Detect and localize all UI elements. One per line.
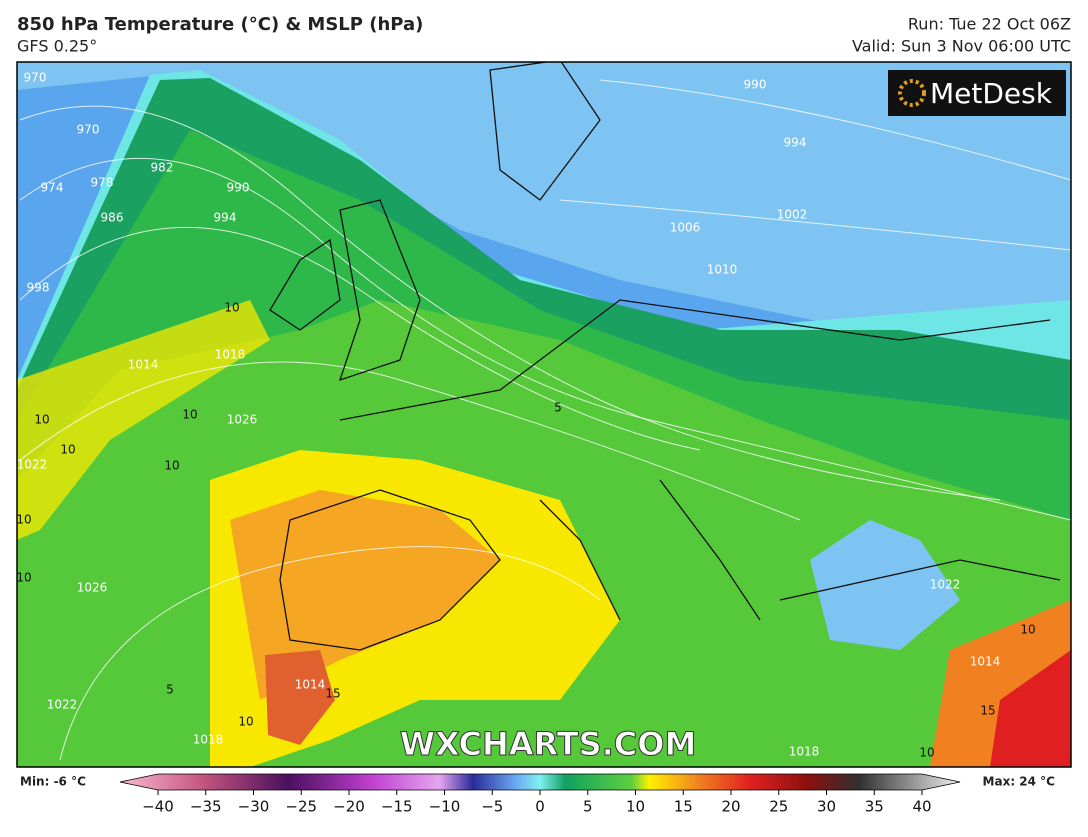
map-frame xyxy=(16,61,1072,768)
valid-time: Valid: Sun 3 Nov 06:00 UTC xyxy=(852,37,1071,56)
isobar-label: 1014 xyxy=(970,655,1001,669)
temperature-label: 10 xyxy=(919,746,934,760)
isobar-label: 1002 xyxy=(777,208,808,222)
isobar-label: 974 xyxy=(41,181,64,195)
min-label: Min: -6 °C xyxy=(20,775,86,789)
temperature-label: 5 xyxy=(554,401,562,415)
isobar-label: 986 xyxy=(101,211,124,225)
temperature-label: 10 xyxy=(60,443,75,457)
isobar-label: 990 xyxy=(744,78,767,92)
colorbar-tick-label: 0 xyxy=(535,798,545,816)
logo-icon xyxy=(898,79,926,107)
title: 850 hPa Temperature (°C) & MSLP (hPa) xyxy=(17,14,423,35)
isobar-label: 1022 xyxy=(17,458,48,472)
isobar-label: 1022 xyxy=(47,698,78,712)
run-time: Run: Tue 22 Oct 06Z xyxy=(908,15,1071,34)
colorbar-tick-label: 10 xyxy=(626,798,645,816)
map xyxy=(17,62,1071,767)
temperature-label: 10 xyxy=(182,408,197,422)
colorbar-tick-label: 20 xyxy=(721,798,740,816)
isobar-label: 978 xyxy=(91,176,114,190)
colorbar-tick-label: 30 xyxy=(817,798,836,816)
colorbar xyxy=(119,773,961,791)
isobar-label: 1014 xyxy=(128,358,159,372)
colorbar-tick-label: −25 xyxy=(285,798,317,816)
isobar-label: 998 xyxy=(27,281,50,295)
watermark: WXCHARTS.COM xyxy=(400,725,697,763)
colorbar-tick-label: 5 xyxy=(583,798,593,816)
isobar-label: 1018 xyxy=(193,733,224,747)
isobar-label: 1018 xyxy=(215,348,246,362)
colorbar-tick-label: −5 xyxy=(481,798,503,816)
colorbar-tick-label: −30 xyxy=(238,798,270,816)
isobar-label: 970 xyxy=(77,123,100,137)
temperature-label: 10 xyxy=(16,571,31,585)
colorbar-tick-label: 15 xyxy=(674,798,693,816)
temperature-label: 10 xyxy=(34,413,49,427)
isobar-label: 1014 xyxy=(295,678,326,692)
temperature-label: 10 xyxy=(16,513,31,527)
isobar-label: 1006 xyxy=(670,221,701,235)
colorbar-tick-label: −35 xyxy=(190,798,222,816)
isobar-label: 970 xyxy=(24,71,47,85)
temperature-label: 10 xyxy=(164,459,179,473)
temperature-label: 15 xyxy=(325,687,340,701)
colorbar-tick-label: 35 xyxy=(865,798,884,816)
colorbar-tick-label: −20 xyxy=(333,798,365,816)
max-label: Max: 24 °C xyxy=(983,775,1056,789)
colorbar-tick-label: −15 xyxy=(381,798,413,816)
isobar-label: 1010 xyxy=(707,263,738,277)
colorbar-tick-label: 25 xyxy=(769,798,788,816)
temperature-label: 10 xyxy=(224,301,239,315)
colorbar-tick-label: −40 xyxy=(142,798,174,816)
colorbar-tick-label: 40 xyxy=(912,798,931,816)
isobar-label: 982 xyxy=(151,161,174,175)
isobar-label: 1018 xyxy=(789,745,820,759)
temperature-label: 10 xyxy=(238,715,253,729)
isobar-label: 994 xyxy=(214,211,237,225)
temperature-label: 15 xyxy=(980,704,995,718)
subtitle: GFS 0.25° xyxy=(17,37,97,56)
isobar-label: 1026 xyxy=(227,413,258,427)
temperature-label: 5 xyxy=(166,683,174,697)
isobar-label: 994 xyxy=(784,136,807,150)
colorbar-tick-label: −10 xyxy=(429,798,461,816)
isobar-label: 1026 xyxy=(77,581,108,595)
isobar-label: 990 xyxy=(227,181,250,195)
logo-box xyxy=(888,70,1066,116)
temperature-label: 10 xyxy=(1020,623,1035,637)
logo: MetDesk xyxy=(930,77,1053,110)
isobar-label: 1022 xyxy=(930,578,961,592)
